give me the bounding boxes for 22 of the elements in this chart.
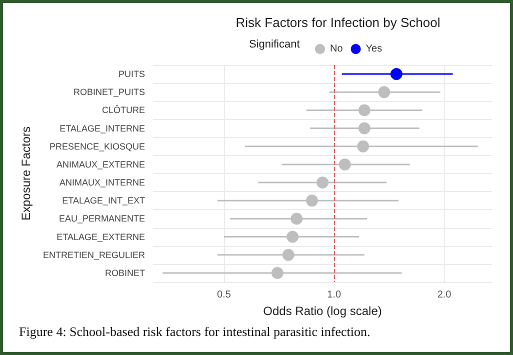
x-axis-title: Odds Ratio (log scale) [263,304,382,318]
legend-label: No [330,44,344,54]
y-tick-label: CLÔTURE [102,105,145,116]
y-tick-label: ANIMAUX_INTERNE [59,178,145,188]
y-tick-label: ETALAGE_INT_EXT [62,196,146,206]
y-tick-label: EAU_PERMANENTE [58,214,145,224]
y-tick-label: PUITS [118,69,145,80]
y-tick-label: ETALAGE_EXTERNE [56,232,145,242]
y-tick-label: ENTRETIEN_REGULIER [42,250,146,260]
y-axis-title: Exposure Factors [19,126,34,221]
y-tick-label: ROBINET [104,268,146,278]
y-tick-label: ANIMAUX_EXTERNE [56,159,145,170]
y-tick-label: ROBINET_PUITS [73,87,145,98]
x-tick-label: 1.0 [327,290,342,300]
x-tick-label: 0.5 [216,290,232,300]
x-tick-label: 2.0 [437,290,452,300]
y-tick-label: ETALAGE_INTERNE [60,123,145,134]
caption: Figure 4: School-based risk factors for intestinal parasitic infection. [19,324,370,339]
legend-label: Yes [366,44,382,54]
chart-title: Risk Factors for Infection by School [236,15,440,30]
legend-title: Significant [249,38,300,50]
y-tick-label: PRESENCE_KIOSQUE [49,141,145,152]
